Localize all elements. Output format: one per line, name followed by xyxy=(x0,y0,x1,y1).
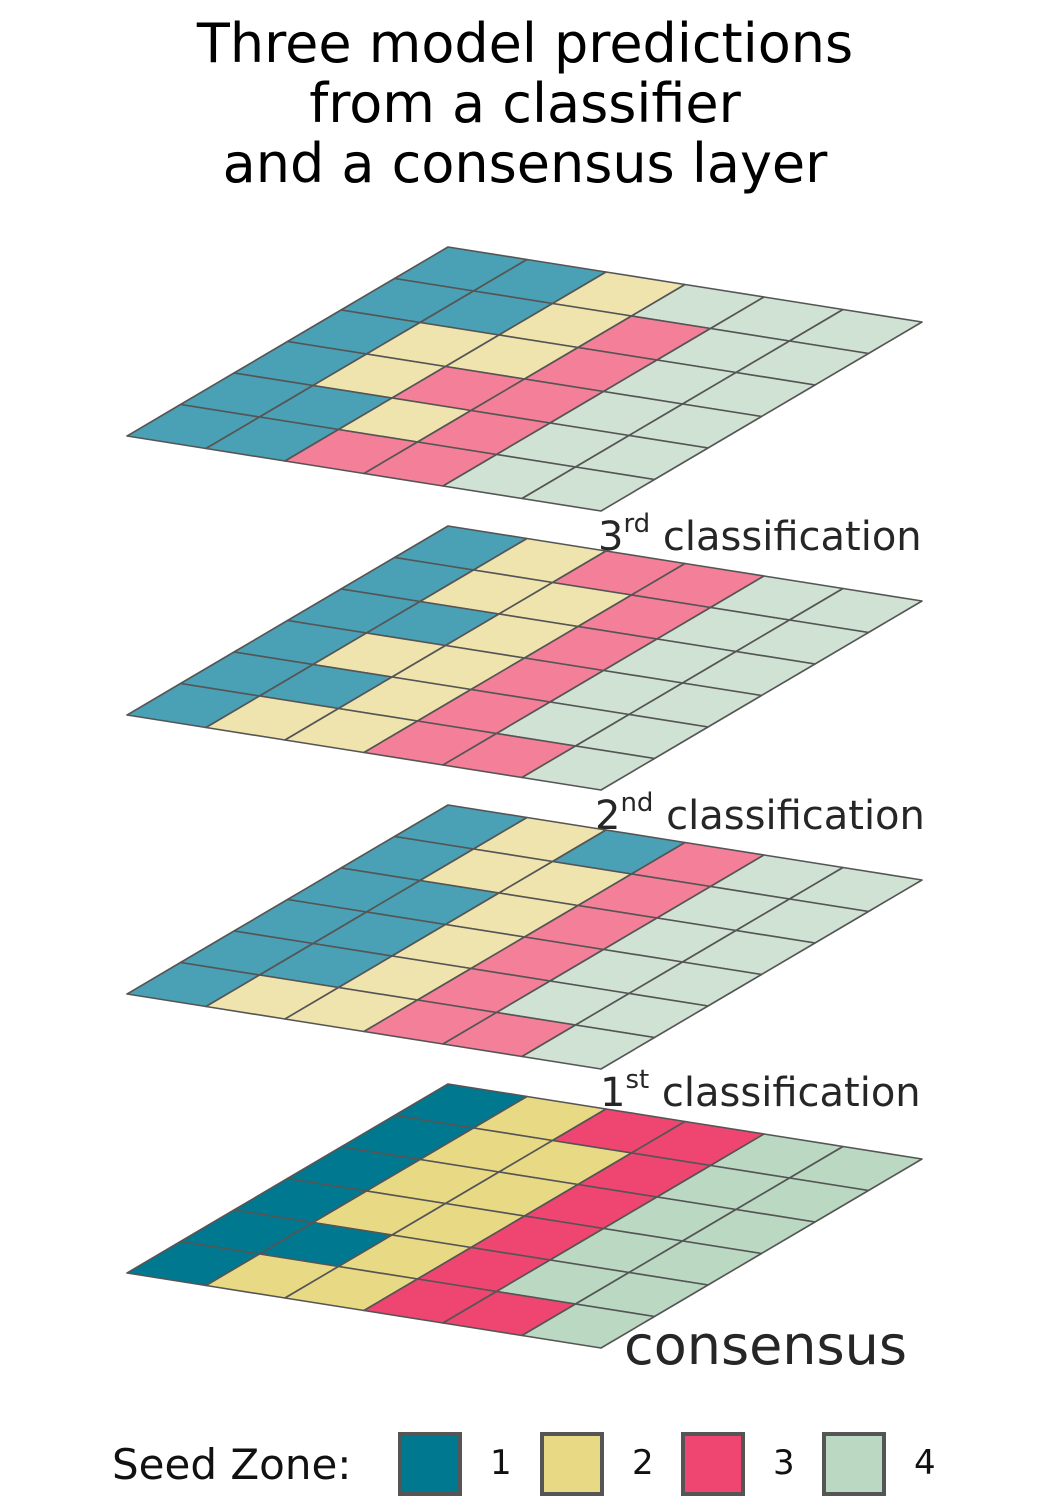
grid-cell xyxy=(521,466,656,512)
title-line-1: Three model predictions xyxy=(196,12,854,75)
layer-first xyxy=(126,804,923,1070)
layer-label-text: classification xyxy=(653,793,924,839)
layer-label-superscript: rd xyxy=(623,509,650,539)
title-line-3: and a consensus layer xyxy=(222,132,828,195)
layer-label-consensus: consensus xyxy=(624,1314,907,1377)
legend-swatch-3 xyxy=(681,1432,745,1496)
title-line-2: from a classifier xyxy=(309,72,741,135)
legend-key-1: 1 xyxy=(490,1443,512,1483)
legend-key-2: 2 xyxy=(632,1443,654,1483)
layer-label-superscript: nd xyxy=(620,788,653,818)
legend-label: Seed Zone: xyxy=(112,1440,352,1489)
layer-label-third: 3rd classification xyxy=(598,509,922,560)
legend-key-4: 4 xyxy=(914,1443,936,1483)
layer-label-text: classification xyxy=(649,1070,920,1116)
legend-swatch-2 xyxy=(540,1432,604,1496)
legend-swatch-1 xyxy=(398,1432,462,1496)
layer-label-first: 1st classification xyxy=(600,1065,921,1116)
grid-cell xyxy=(521,1024,656,1070)
legend: Seed Zone: 1 2 3 4 xyxy=(0,1428,1050,1500)
layer-stack-diagram: 3rd classification 2nd classification 1st … xyxy=(126,246,925,1377)
layer-label-text: classification xyxy=(650,514,921,560)
layer-label-superscript: st xyxy=(625,1065,649,1095)
layer-third xyxy=(126,246,923,512)
layer-second xyxy=(126,525,923,791)
figure-title: Three model predictions from a classifie… xyxy=(0,14,1050,194)
legend-swatch-4 xyxy=(822,1432,886,1496)
grid-cell xyxy=(521,1303,656,1349)
layer-consensus xyxy=(126,1083,923,1349)
legend-key-3: 3 xyxy=(773,1443,795,1483)
grid-cell xyxy=(521,745,656,791)
layer-label-second: 2nd classification xyxy=(595,788,925,839)
